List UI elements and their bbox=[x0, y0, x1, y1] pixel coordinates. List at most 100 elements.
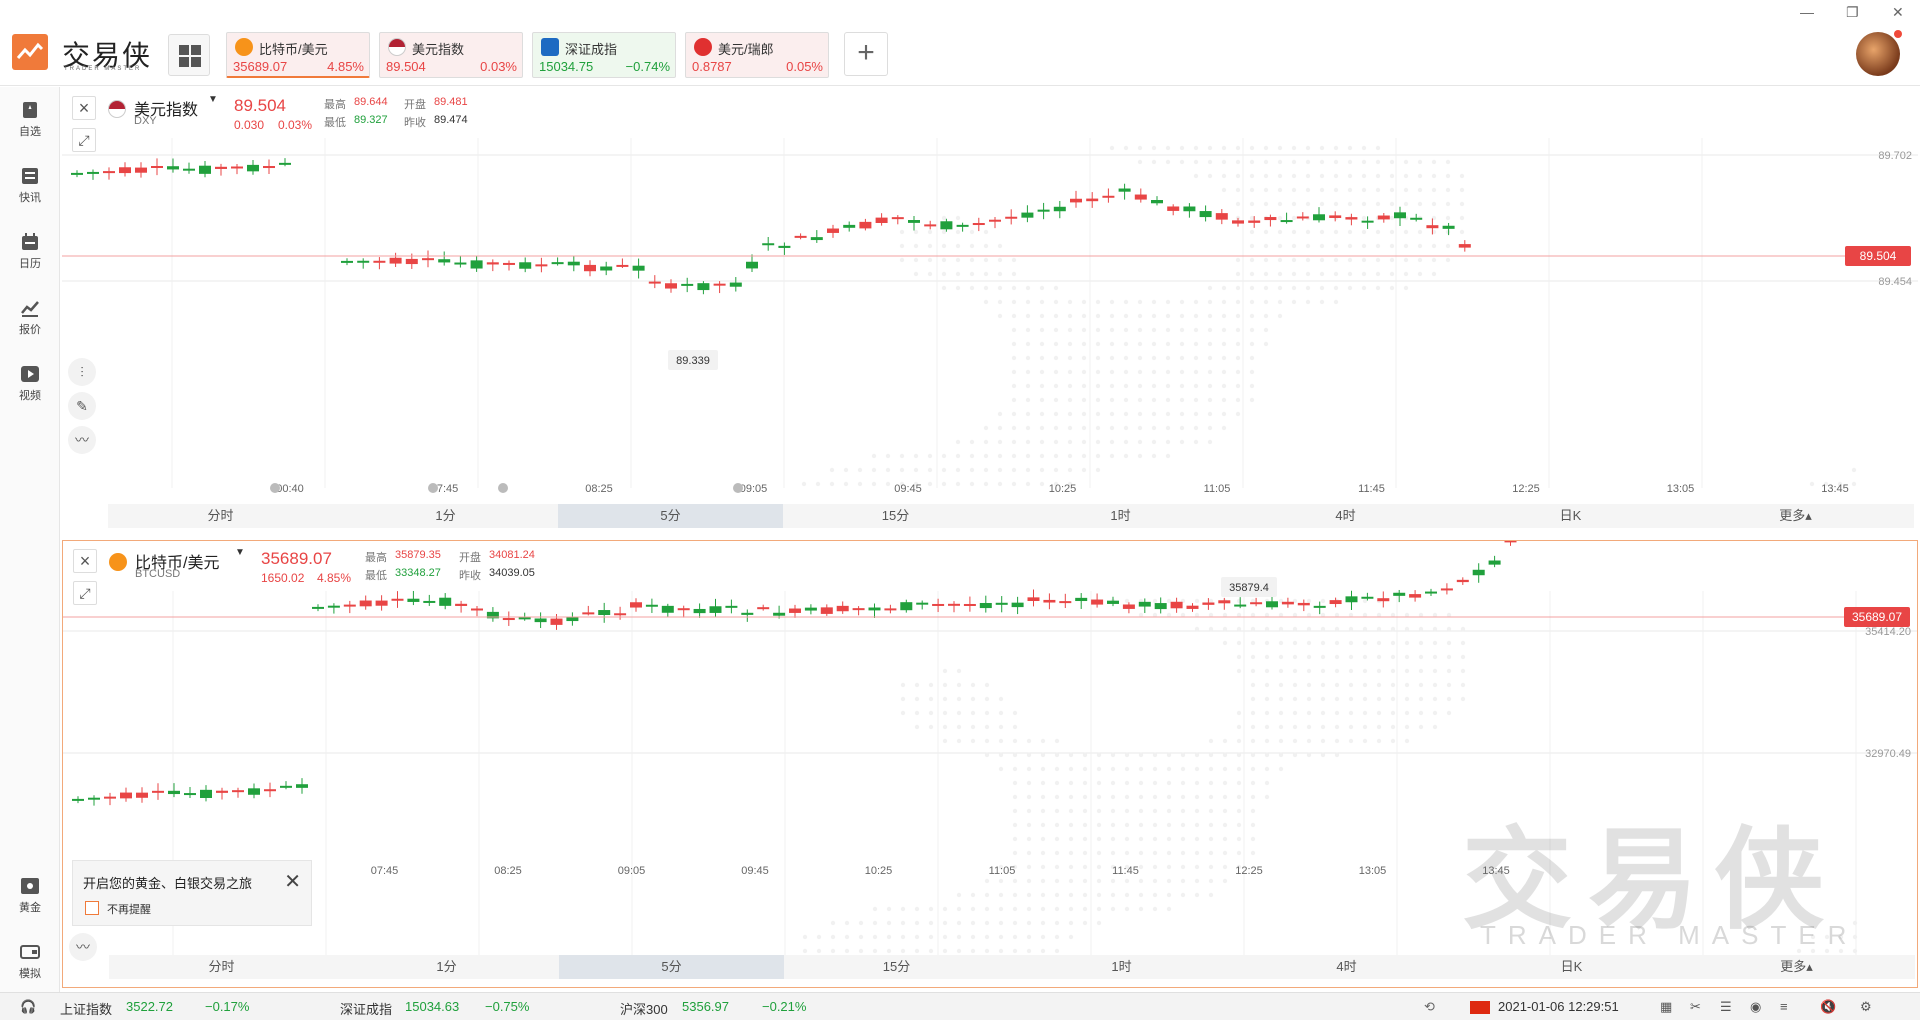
mute-icon[interactable]: 🔇 bbox=[1820, 999, 1837, 1014]
draw-pencil-icon[interactable]: ✎ bbox=[68, 392, 96, 420]
tf-4h[interactable]: 4时 bbox=[1336, 959, 1357, 974]
candle-body bbox=[1442, 225, 1455, 229]
sidebar-item-news[interactable]: 快讯 bbox=[0, 157, 60, 217]
tf-15m[interactable]: 15分 bbox=[882, 959, 911, 974]
tf-1h[interactable]: 1时 bbox=[1110, 508, 1131, 523]
map-dot bbox=[941, 285, 947, 291]
map-dot bbox=[1180, 892, 1186, 898]
sidebar-item-quotes[interactable]: 报价 bbox=[0, 289, 60, 349]
tf-daily[interactable]: 日K bbox=[1559, 508, 1582, 523]
dont-remind-label[interactable]: 不再提醒 bbox=[107, 904, 151, 916]
map-dot bbox=[1096, 836, 1102, 842]
ticker-card-dxy[interactable]: 美元指数 89.504 0.03% bbox=[379, 32, 523, 78]
tf-15m[interactable]: 15分 bbox=[881, 508, 910, 523]
sidebar-item-watchlist[interactable]: 自选 bbox=[0, 91, 60, 151]
layout-grid-button[interactable] bbox=[168, 34, 210, 76]
candlestick-chart[interactable]: 89.702 89.454 00:40 07:45 08:25 09:05 09:45 10:… bbox=[62, 88, 1918, 536]
add-ticker-button[interactable]: + bbox=[844, 32, 888, 76]
map-dot bbox=[1348, 612, 1354, 618]
tf-tick[interactable]: 分时 bbox=[207, 508, 234, 523]
indicator-icon[interactable]: 〰 bbox=[69, 933, 97, 961]
map-dot bbox=[1053, 439, 1059, 445]
tf-4h[interactable]: 4时 bbox=[1335, 508, 1356, 523]
timeframe-bar: 分时 1分 5分 15分 1时 4时 日K 更多▴ bbox=[108, 504, 1914, 528]
map-dot bbox=[1249, 257, 1255, 263]
tf-1m[interactable]: 1分 bbox=[436, 959, 457, 974]
sidebar-item-gold[interactable]: 黄金 bbox=[0, 867, 60, 927]
tf-5m[interactable]: 5分 bbox=[559, 955, 784, 979]
expand-panel-button[interactable]: ⤢ bbox=[73, 581, 97, 605]
map-dot bbox=[1333, 159, 1339, 165]
ticker-card-btcusd[interactable]: 比特币/美元 35689.07 4.85% bbox=[226, 32, 370, 78]
candle-body bbox=[979, 602, 992, 609]
list-icon[interactable]: ☰ bbox=[1720, 999, 1732, 1014]
tf-5m[interactable]: 5分 bbox=[558, 504, 783, 528]
ticker-card-szse[interactable]: 深证成指 15034.75 −0.74% bbox=[532, 32, 676, 78]
instrument-name[interactable]: 美元指数 bbox=[134, 102, 199, 119]
popup-close-icon[interactable]: ✕ bbox=[284, 871, 301, 893]
restore-button[interactable]: ❐ bbox=[1846, 4, 1859, 20]
map-dot bbox=[1054, 794, 1060, 800]
map-dot bbox=[1124, 752, 1130, 758]
connection-icon[interactable]: ⟲ bbox=[1424, 999, 1435, 1014]
map-dot bbox=[1068, 878, 1074, 884]
camera-icon[interactable]: ◉ bbox=[1750, 999, 1762, 1014]
map-dot bbox=[1096, 906, 1102, 912]
stat-label: 最低 bbox=[324, 117, 346, 129]
headset-icon[interactable]: 🎧 bbox=[20, 999, 37, 1014]
x-axis-label: 09:45 bbox=[894, 483, 922, 495]
map-dot bbox=[1432, 626, 1438, 632]
map-dot bbox=[998, 948, 1004, 954]
menu-icon[interactable]: ≡ bbox=[1780, 999, 1788, 1014]
map-dot bbox=[1389, 285, 1395, 291]
map-dot bbox=[1306, 598, 1312, 604]
map-dot bbox=[1137, 383, 1143, 389]
map-dot bbox=[941, 229, 947, 235]
expand-panel-button[interactable]: ⤢ bbox=[72, 128, 96, 152]
avatar[interactable] bbox=[1856, 32, 1900, 76]
tf-more[interactable]: 更多▴ bbox=[1779, 508, 1812, 523]
sidebar-item-video[interactable]: 视频 bbox=[0, 355, 60, 415]
close-panel-button[interactable]: × bbox=[73, 549, 97, 573]
map-dot bbox=[1278, 668, 1284, 674]
candle-body bbox=[932, 603, 945, 606]
sidebar-item-simulate[interactable]: 模拟 bbox=[0, 933, 60, 993]
map-dot bbox=[1095, 369, 1101, 375]
tf-more[interactable]: 更多▴ bbox=[1780, 959, 1813, 974]
map-dot bbox=[1347, 145, 1353, 151]
indicator-icon[interactable]: 〰 bbox=[68, 426, 96, 454]
map-dot bbox=[1095, 327, 1101, 333]
map-dot bbox=[1207, 145, 1213, 151]
minimize-button[interactable]: — bbox=[1800, 4, 1814, 20]
instrument-name[interactable]: 比特币/美元 bbox=[135, 555, 220, 572]
map-dot bbox=[913, 257, 919, 263]
map-dot bbox=[1025, 341, 1031, 347]
dropdown-caret-icon[interactable]: ▼ bbox=[208, 94, 218, 105]
close-panel-button[interactable]: × bbox=[72, 96, 96, 120]
map-dot bbox=[1165, 355, 1171, 361]
map-dot bbox=[900, 710, 906, 716]
tf-daily[interactable]: 日K bbox=[1560, 959, 1583, 974]
map-dot bbox=[1179, 425, 1185, 431]
close-window-button[interactable]: ✕ bbox=[1892, 4, 1904, 20]
map-dot bbox=[1152, 794, 1158, 800]
tf-tick[interactable]: 分时 bbox=[208, 959, 235, 974]
map-dot bbox=[1236, 780, 1242, 786]
settings-tools-icon[interactable]: ✂ bbox=[1690, 999, 1701, 1014]
candle-type-icon[interactable]: ⫶ bbox=[68, 358, 96, 386]
index-value: 5356.97 bbox=[682, 999, 729, 1014]
tf-1m[interactable]: 1分 bbox=[435, 508, 456, 523]
map-dot bbox=[1095, 341, 1101, 347]
map-dot bbox=[1389, 159, 1395, 165]
map-dot bbox=[1054, 808, 1060, 814]
ticker-card-usdchf[interactable]: 美元/瑞郎 0.8787 0.05% bbox=[685, 32, 829, 78]
layout-icon[interactable]: ▦ bbox=[1660, 999, 1673, 1014]
dont-remind-checkbox[interactable] bbox=[85, 901, 99, 915]
map-dot bbox=[1291, 159, 1297, 165]
map-dot bbox=[969, 257, 975, 263]
tf-1h[interactable]: 1时 bbox=[1111, 959, 1132, 974]
dropdown-caret-icon[interactable]: ▼ bbox=[235, 547, 245, 558]
sidebar-item-calendar[interactable]: 日历 bbox=[0, 223, 60, 283]
gear-icon[interactable]: ⚙ bbox=[1860, 999, 1872, 1014]
